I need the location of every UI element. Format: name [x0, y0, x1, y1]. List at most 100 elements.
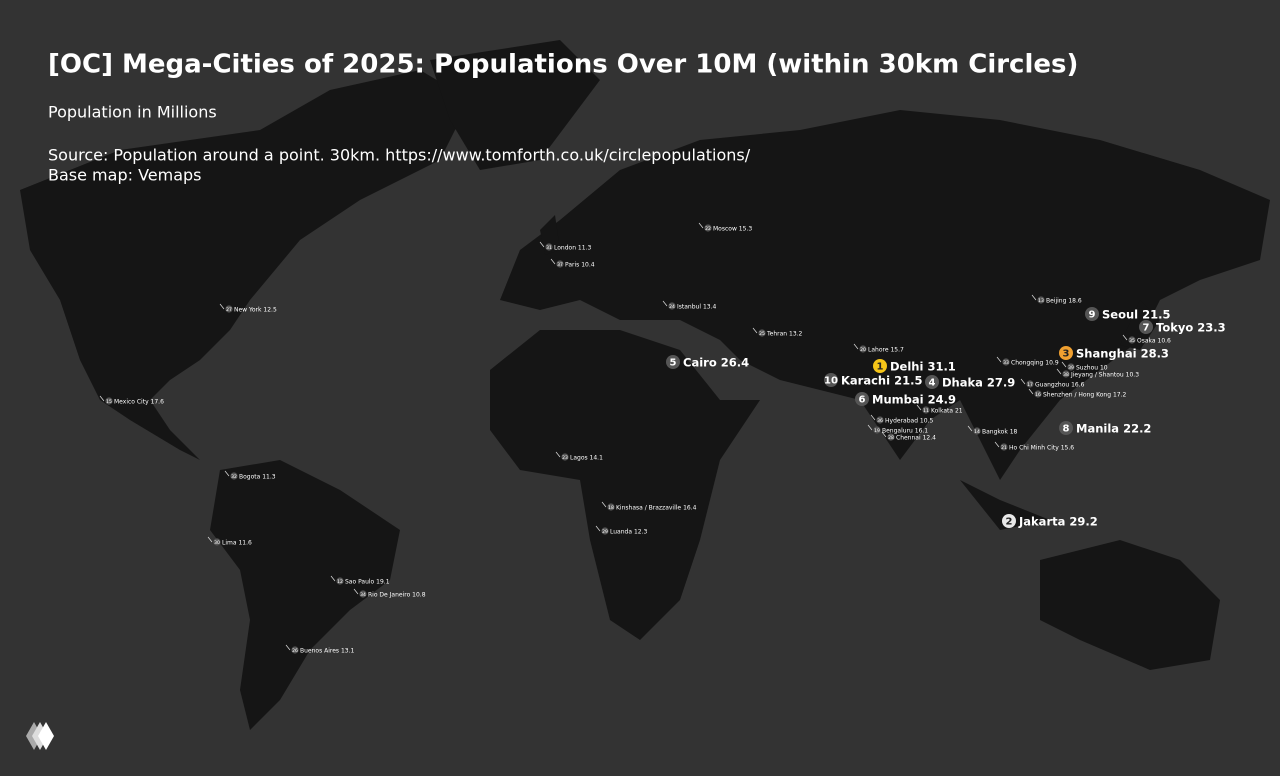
city-name: New York — [234, 306, 262, 313]
city-label: 28 Chennai 12.4 — [881, 431, 936, 441]
city-name: Tokyo — [1156, 320, 1193, 334]
base-map: Base map: Vemaps — [48, 166, 202, 185]
city-label: 12 Sao Paulo 19.1 — [330, 575, 390, 585]
population: 18 — [1010, 428, 1018, 435]
city-name: Suzhou — [1076, 364, 1098, 371]
leader — [662, 300, 668, 307]
rank-badge — [1002, 514, 1016, 528]
city-label: 36 Hyderabad 10.5 — [870, 414, 933, 424]
population: 10.9 — [1045, 359, 1059, 366]
rank-badge — [1085, 307, 1099, 321]
rank: 10 — [824, 376, 838, 387]
city-text: Chennai 12.4 — [896, 434, 936, 441]
rank-badge — [1062, 370, 1070, 378]
city-label: 19 Bengaluru 16.1 — [867, 424, 928, 434]
city-text: Luanda 12.3 — [610, 528, 647, 535]
city-text: Jakarta 29.2 — [1018, 514, 1098, 528]
rank: 31 — [546, 245, 552, 251]
city-label: 30 Lima 11.6 — [207, 536, 252, 546]
leader — [353, 588, 359, 595]
leader — [870, 414, 876, 421]
rank-badge — [561, 453, 569, 461]
city-label: 23 Lagos 14.1 — [555, 451, 603, 461]
city-text: Cairo 26.4 — [683, 355, 749, 369]
rank-badge — [1059, 346, 1073, 360]
city-text: New York 12.5 — [234, 306, 277, 313]
source: Source: Population around a point. 30km.… — [48, 146, 751, 165]
rank: 33 — [1003, 360, 1009, 366]
rank-badge — [668, 302, 676, 310]
city-label: 16 Shenzhen / Hong Kong 17.2 — [1028, 388, 1126, 398]
city-label: 9 Seoul 21.5 — [1085, 307, 1171, 321]
population: 10 — [1100, 364, 1108, 371]
city-label: 14 Bangkok 18 — [967, 425, 1018, 435]
city-text: Chongqing 10.9 — [1011, 359, 1059, 366]
leader — [867, 424, 873, 431]
city-text: Jieyang / Shantou 10.3 — [1070, 371, 1139, 378]
city-label: 37 Paris 10.4 — [550, 258, 595, 268]
population: 12.5 — [263, 306, 277, 313]
city-name: Cairo — [683, 355, 717, 369]
city-name: Lahore — [868, 346, 889, 353]
rank: 6 — [859, 395, 866, 406]
greenland — [430, 40, 600, 170]
city-label: 5 Cairo 26.4 — [666, 355, 749, 369]
rank-badge — [225, 305, 233, 313]
city-text: Guangzhou 16.6 — [1035, 381, 1085, 388]
city-label: 34 Rio De Janeiro 10.8 — [353, 588, 426, 598]
city-text: Paris 10.4 — [565, 261, 595, 268]
leader — [1056, 368, 1062, 375]
indonesia — [960, 480, 1050, 530]
rank: 20 — [860, 347, 866, 353]
city-label: 15 Mexico City 17.6 — [99, 395, 164, 405]
rank: 27 — [226, 307, 232, 313]
population: 12.4 — [923, 434, 937, 441]
city-text: Manila 22.2 — [1076, 421, 1151, 435]
rank-badge — [359, 590, 367, 598]
leader — [996, 356, 1002, 363]
rank-badge — [824, 373, 838, 387]
city-name: Guangzhou — [1035, 381, 1069, 388]
city-name: Karachi — [841, 373, 890, 387]
city-name: Osaka — [1137, 337, 1156, 344]
city-label: 18 Kinshasa / Brazzaville 16.4 — [601, 501, 697, 511]
leader — [1028, 388, 1034, 395]
population: 10.4 — [581, 261, 595, 268]
city-name: Chennai — [896, 434, 921, 441]
city-name: Buenos Aires — [300, 647, 339, 654]
city-name: Rio De Janeiro — [368, 591, 411, 598]
rank: 19 — [874, 428, 880, 434]
population: 21.5 — [894, 373, 922, 387]
city-label: 1 Delhi 31.1 — [873, 359, 956, 373]
population: 31.1 — [927, 359, 955, 373]
leader — [967, 425, 973, 432]
city-name: Shanghai — [1076, 346, 1137, 360]
city-name: Ho Chi Minh City — [1009, 444, 1059, 451]
rank: 35 — [1129, 338, 1135, 344]
city-name: Luanda — [610, 528, 632, 535]
population: 16.6 — [1071, 381, 1085, 388]
rank: 28 — [888, 435, 894, 441]
rank-badge — [601, 527, 609, 535]
city-name: Bengaluru — [882, 427, 913, 434]
city-name: Delhi — [890, 359, 923, 373]
rank-badge — [545, 243, 553, 251]
city-label: 39 Suzhou 10 — [1061, 361, 1108, 371]
leader — [853, 343, 859, 350]
city-text: Karachi 21.5 — [841, 373, 922, 387]
rank-badge — [666, 355, 680, 369]
rank: 3 — [1063, 349, 1070, 360]
population: 13.4 — [703, 303, 717, 310]
leader — [555, 451, 561, 458]
city-text: Buenos Aires 13.1 — [300, 647, 355, 654]
population: 24.9 — [928, 392, 956, 406]
city-text: London 11.3 — [554, 244, 591, 251]
leader — [916, 404, 922, 411]
south-america — [210, 460, 400, 730]
city-text: Bangkok 18 — [982, 428, 1018, 435]
city-name: Jakarta — [1018, 514, 1065, 528]
rank-badge — [1026, 380, 1034, 388]
city-text: Bengaluru 16.1 — [882, 427, 928, 434]
leader — [601, 501, 607, 508]
population: 16.4 — [683, 504, 697, 511]
